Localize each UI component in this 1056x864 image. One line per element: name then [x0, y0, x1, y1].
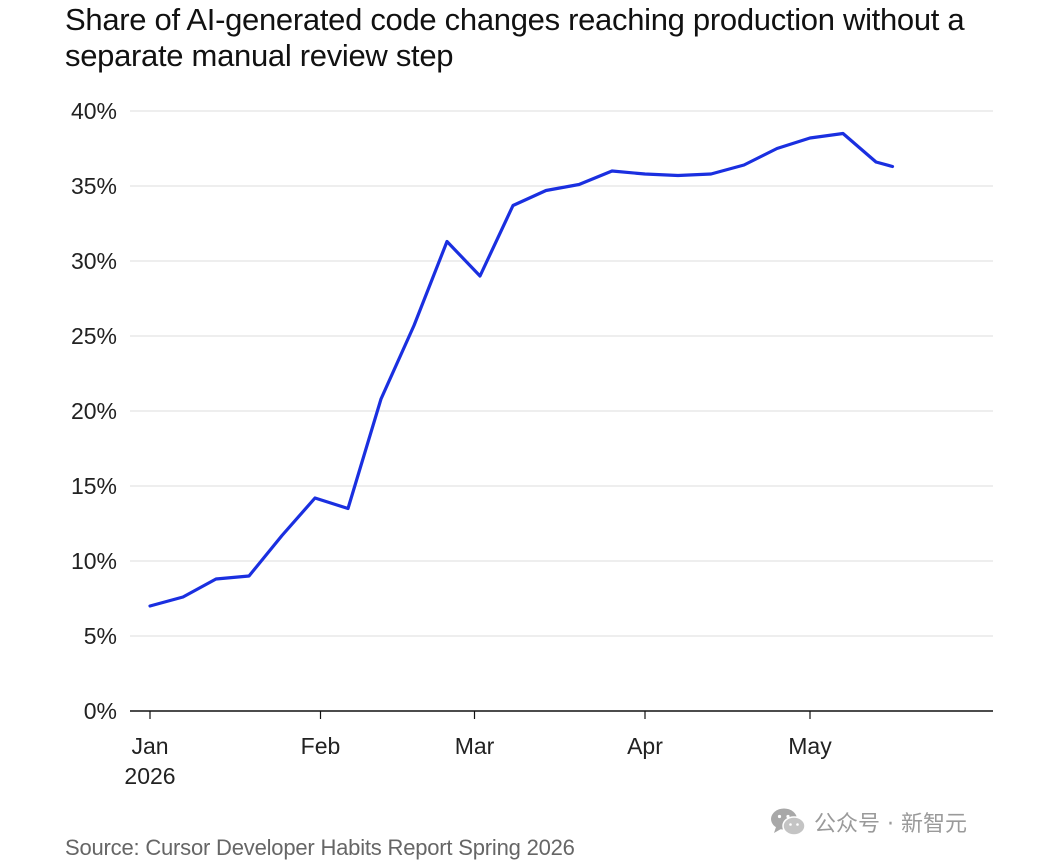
x-axis: Jan 2026 Feb Mar Apr May	[124, 710, 993, 789]
y-tick-label: 0%	[84, 698, 117, 724]
gridlines	[130, 110, 993, 637]
watermark-text: 公众号 · 新智元	[814, 812, 967, 837]
x-tick-label: Mar	[455, 733, 495, 759]
wechat-icon	[770, 807, 806, 837]
x-tick-label: Jan	[131, 733, 168, 759]
y-tick-label: 15%	[71, 473, 117, 499]
y-tick-label: 35%	[71, 173, 117, 199]
y-tick-label: 20%	[71, 398, 117, 424]
x-tick-sublabel: 2026	[124, 763, 175, 789]
y-tick-label: 30%	[71, 248, 117, 274]
watermark: 公众号 · 新智元	[770, 806, 967, 838]
x-tick-label: Apr	[627, 733, 663, 759]
y-tick-label: 10%	[71, 548, 117, 574]
source-note: Source: Cursor Developer Habits Report S…	[65, 835, 575, 860]
y-tick-label: 40%	[71, 98, 117, 124]
y-tick-label: 5%	[84, 623, 117, 649]
series-line	[148, 131, 895, 608]
x-tick-label: May	[788, 733, 832, 759]
y-axis-tick-labels: 0% 5% 10% 15% 20% 25% 30% 35% 40%	[71, 98, 117, 724]
chart-title: Share of AI-generated code changes reach…	[65, 2, 965, 73]
y-tick-label: 25%	[71, 323, 117, 349]
x-tick-label: Feb	[301, 733, 341, 759]
series-layer	[148, 131, 895, 608]
